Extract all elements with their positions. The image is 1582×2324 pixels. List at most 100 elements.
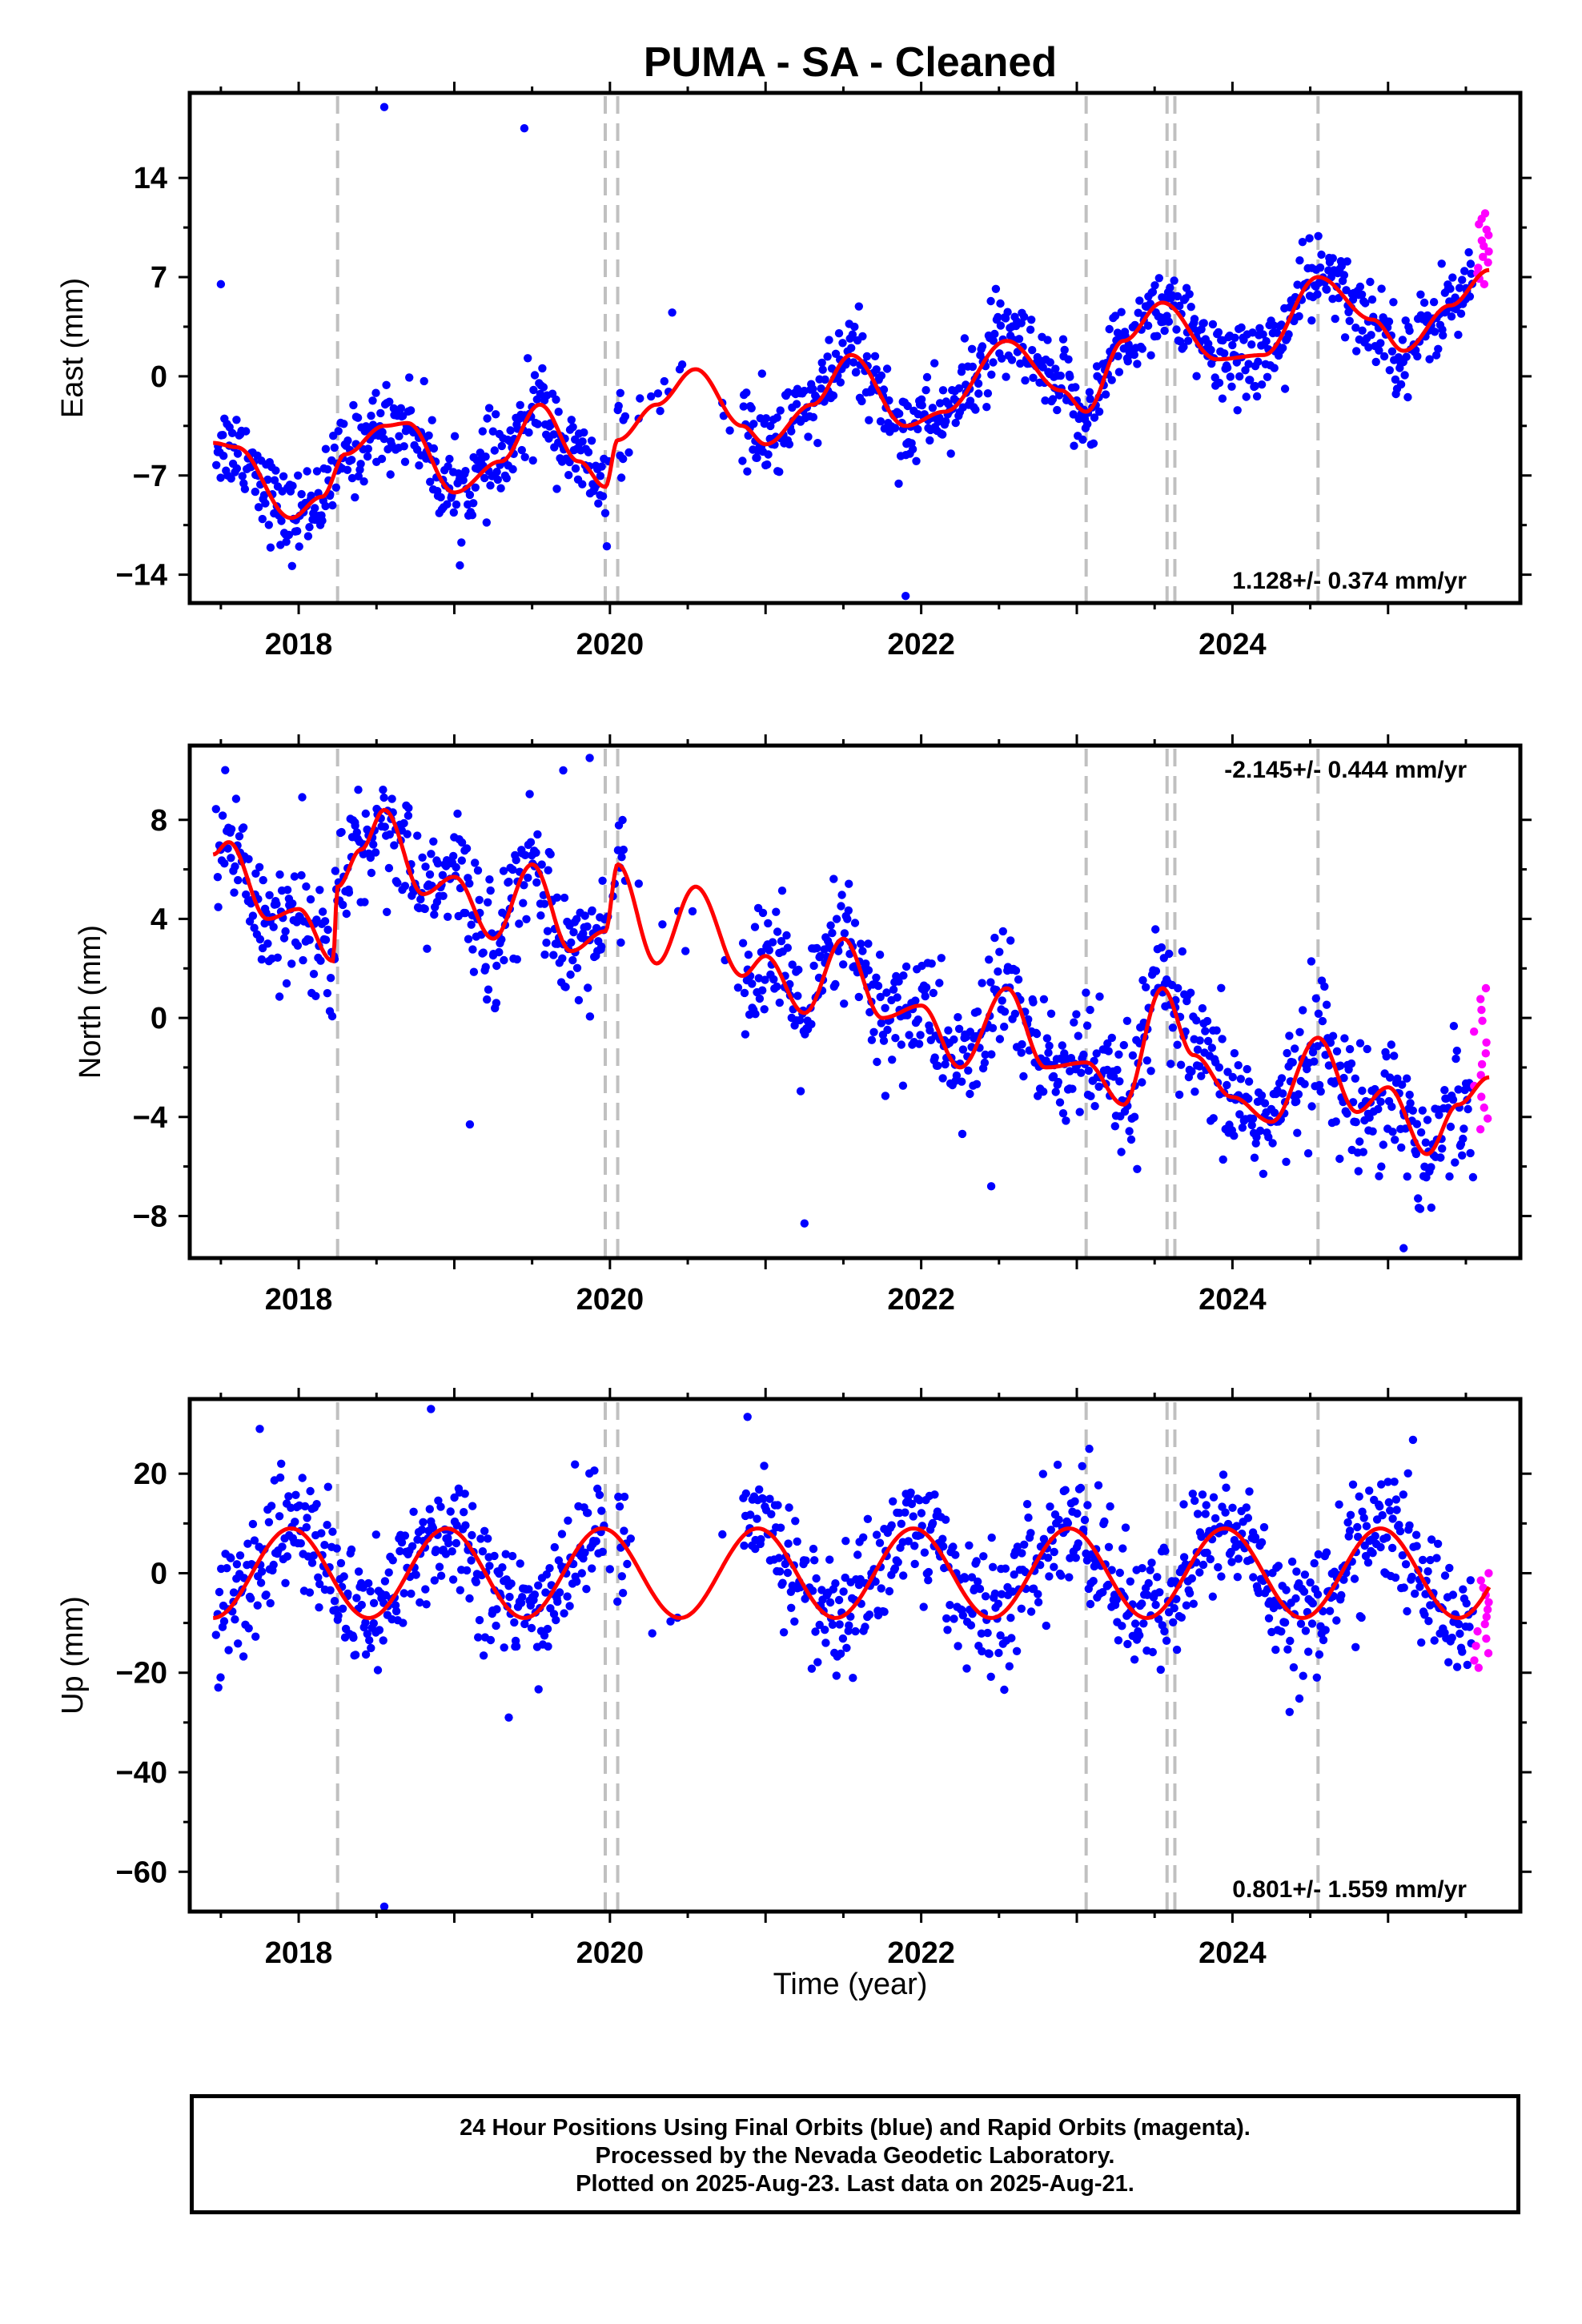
data-point [778, 1578, 787, 1587]
data-point [1114, 1636, 1123, 1645]
data-point [251, 487, 259, 497]
data-point [1285, 1707, 1295, 1716]
data-point [1002, 372, 1010, 381]
data-point [347, 456, 356, 464]
data-point [251, 869, 260, 879]
data-point [891, 1034, 900, 1043]
data-point [967, 344, 977, 353]
data-point [1367, 331, 1375, 340]
data-point [1045, 1041, 1054, 1051]
data-point [483, 995, 492, 1004]
data-point [1135, 1630, 1144, 1640]
data-point [1125, 1127, 1134, 1136]
data-point [829, 875, 838, 883]
data-point [309, 1551, 318, 1560]
data-point [247, 1594, 255, 1603]
data-point [1039, 995, 1049, 1004]
data-point [426, 477, 435, 486]
data-point [400, 457, 410, 466]
data-point [1423, 1567, 1432, 1576]
data-point [1243, 1514, 1253, 1522]
data-point [1024, 1513, 1033, 1522]
data-point [1165, 949, 1174, 959]
data-point [508, 1551, 517, 1561]
data-point [753, 453, 761, 462]
data-point [813, 439, 822, 448]
data-point [490, 1551, 499, 1561]
data-point [1107, 1033, 1117, 1043]
data-point [987, 1050, 996, 1059]
data-point [941, 1059, 950, 1069]
outlier-point [986, 1182, 996, 1191]
data-point [588, 906, 596, 915]
y-tick-label: −14 [116, 559, 167, 593]
outlier-point [465, 1120, 475, 1129]
data-point [250, 923, 259, 932]
data-point [1415, 1582, 1424, 1591]
data-point [452, 500, 461, 509]
data-point [938, 386, 948, 395]
data-point [818, 365, 827, 374]
data-point [1298, 238, 1307, 247]
data-point [1411, 1530, 1421, 1539]
data-point [1154, 274, 1164, 283]
data-point [867, 1035, 877, 1044]
data-point [1029, 373, 1038, 382]
data-point [1464, 247, 1473, 257]
data-point [1237, 323, 1246, 332]
data-point [1198, 1003, 1207, 1013]
data-point [230, 888, 239, 897]
data-point [1070, 1018, 1078, 1027]
data-point [504, 877, 513, 887]
data-point [554, 408, 563, 416]
data-point [777, 887, 787, 895]
data-point [1454, 1085, 1463, 1094]
data-point [1419, 298, 1429, 308]
data-point [312, 467, 322, 476]
data-point [1421, 1138, 1431, 1147]
data-point [417, 1526, 427, 1534]
data-point [1189, 1599, 1199, 1608]
data-point [438, 870, 448, 880]
data-point [1251, 1533, 1260, 1542]
data-point [1107, 376, 1116, 384]
data-point [337, 827, 346, 837]
data-point [587, 436, 596, 445]
data-point [809, 961, 818, 971]
data-point [444, 462, 452, 471]
rapid-orbit-point [1480, 279, 1489, 289]
data-point [877, 371, 886, 380]
data-point [616, 938, 625, 947]
data-point [849, 1674, 857, 1683]
data-point [1348, 1480, 1358, 1490]
data-point [1201, 1510, 1210, 1518]
data-point [994, 1599, 1003, 1608]
data-point [1387, 347, 1397, 356]
data-point [1421, 1590, 1430, 1598]
data-point [1054, 1515, 1063, 1525]
data-point [1058, 1041, 1067, 1050]
data-point [486, 481, 495, 490]
data-point [1034, 1590, 1042, 1598]
data-point [361, 1618, 370, 1627]
data-point [1010, 1009, 1020, 1019]
data-point [1446, 1122, 1456, 1132]
outlier-point [520, 124, 529, 133]
data-point [777, 937, 786, 946]
y-tick-label: 20 [134, 1458, 167, 1491]
data-point [666, 1617, 675, 1626]
data-point [879, 385, 889, 394]
data-point [524, 428, 533, 437]
data-point [1396, 380, 1406, 389]
data-point [1042, 1034, 1052, 1043]
data-point [343, 465, 352, 474]
data-point [421, 1585, 430, 1594]
data-point [484, 898, 492, 907]
data-point [861, 1622, 869, 1631]
data-point [484, 404, 494, 412]
data-point [1391, 1136, 1399, 1144]
data-point [357, 1600, 366, 1610]
x-tick-label: 2020 [576, 628, 644, 661]
data-point [257, 955, 267, 964]
data-point [1393, 1074, 1402, 1084]
